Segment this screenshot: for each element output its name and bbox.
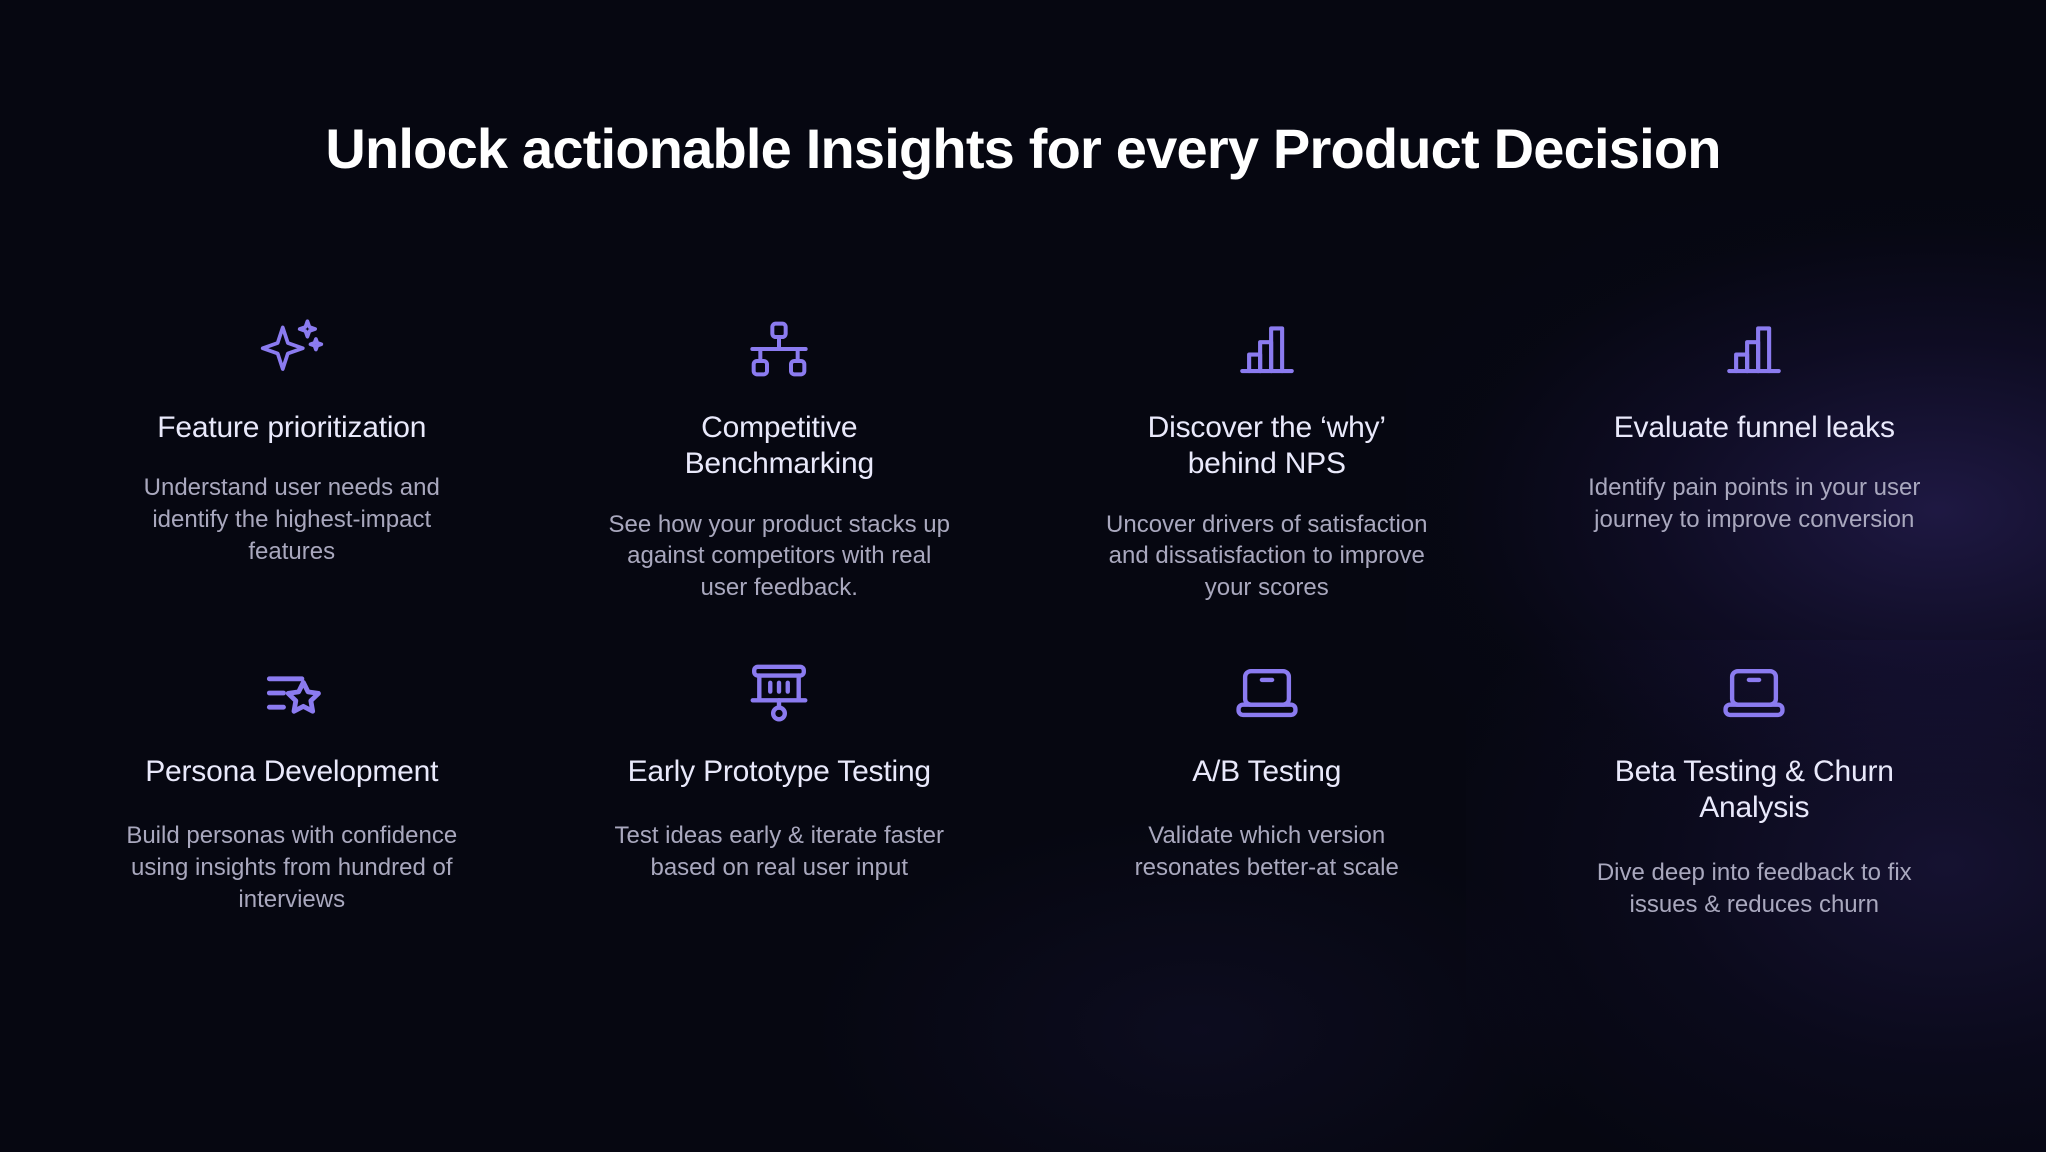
bar-chart-icon bbox=[1721, 312, 1787, 386]
feature-card-feature-prioritization[interactable]: Feature prioritization Understand user n… bbox=[48, 312, 536, 604]
feature-card-beta-testing-churn-analysis[interactable]: Beta Testing & Churn Analysis Dive deep … bbox=[1511, 656, 1999, 921]
feature-card-competitive-benchmarking[interactable]: Competitive Benchmarking See how your pr… bbox=[536, 312, 1024, 604]
bar-chart-icon bbox=[1234, 312, 1300, 386]
feature-card-title: Beta Testing & Churn Analysis bbox=[1614, 754, 1894, 825]
feature-card-title: A/B Testing bbox=[1192, 754, 1342, 788]
feature-card-title: Early Prototype Testing bbox=[627, 754, 932, 788]
laptop-icon bbox=[1232, 656, 1302, 730]
feature-card-title: Competitive Benchmarking bbox=[684, 410, 875, 481]
feature-card-discover-why-behind-nps[interactable]: Discover the ‘why’ behind NPS Uncover dr… bbox=[1023, 312, 1511, 604]
feature-card-description: Uncover drivers of satisfaction and diss… bbox=[1106, 510, 1428, 602]
feature-card-description: Build personas with confidence using ins… bbox=[126, 822, 458, 913]
feature-card-description: Identify pain points in your user journe… bbox=[1588, 474, 1921, 533]
feature-card-early-prototype-testing[interactable]: Early Prototype Testing Test ideas early… bbox=[536, 656, 1024, 921]
laptop-icon bbox=[1719, 656, 1789, 730]
list-star-icon bbox=[258, 656, 326, 730]
feature-card-description: See how your product stacks up against c… bbox=[608, 510, 951, 602]
hierarchy-icon bbox=[747, 312, 811, 386]
feature-card-title: Persona Development bbox=[145, 754, 439, 788]
feature-card-description: Understand user needs and identify the h… bbox=[143, 474, 440, 565]
feature-cards-grid: Feature prioritization Understand user n… bbox=[0, 180, 2046, 921]
feature-card-persona-development[interactable]: Persona Development Build personas with … bbox=[48, 656, 536, 921]
page-title: Unlock actionable Insights for every Pro… bbox=[325, 117, 1721, 180]
feature-card-evaluate-funnel-leaks[interactable]: Evaluate funnel leaks Identify pain poin… bbox=[1511, 312, 1999, 604]
feature-card-title: Evaluate funnel leaks bbox=[1613, 410, 1895, 444]
feature-card-description: Validate which version resonates better-… bbox=[1134, 822, 1399, 882]
feature-card-title: Feature prioritization bbox=[157, 410, 427, 444]
presentation-chart-icon bbox=[744, 656, 814, 730]
feature-card-title: Discover the ‘why’ behind NPS bbox=[1147, 410, 1386, 481]
sparkle-icon bbox=[255, 312, 329, 386]
feature-card-ab-testing[interactable]: A/B Testing Validate which version reson… bbox=[1023, 656, 1511, 921]
feature-card-description: Dive deep into feedback to fix issues & … bbox=[1596, 858, 1912, 918]
feature-card-description: Test ideas early & iterate faster based … bbox=[614, 822, 944, 882]
